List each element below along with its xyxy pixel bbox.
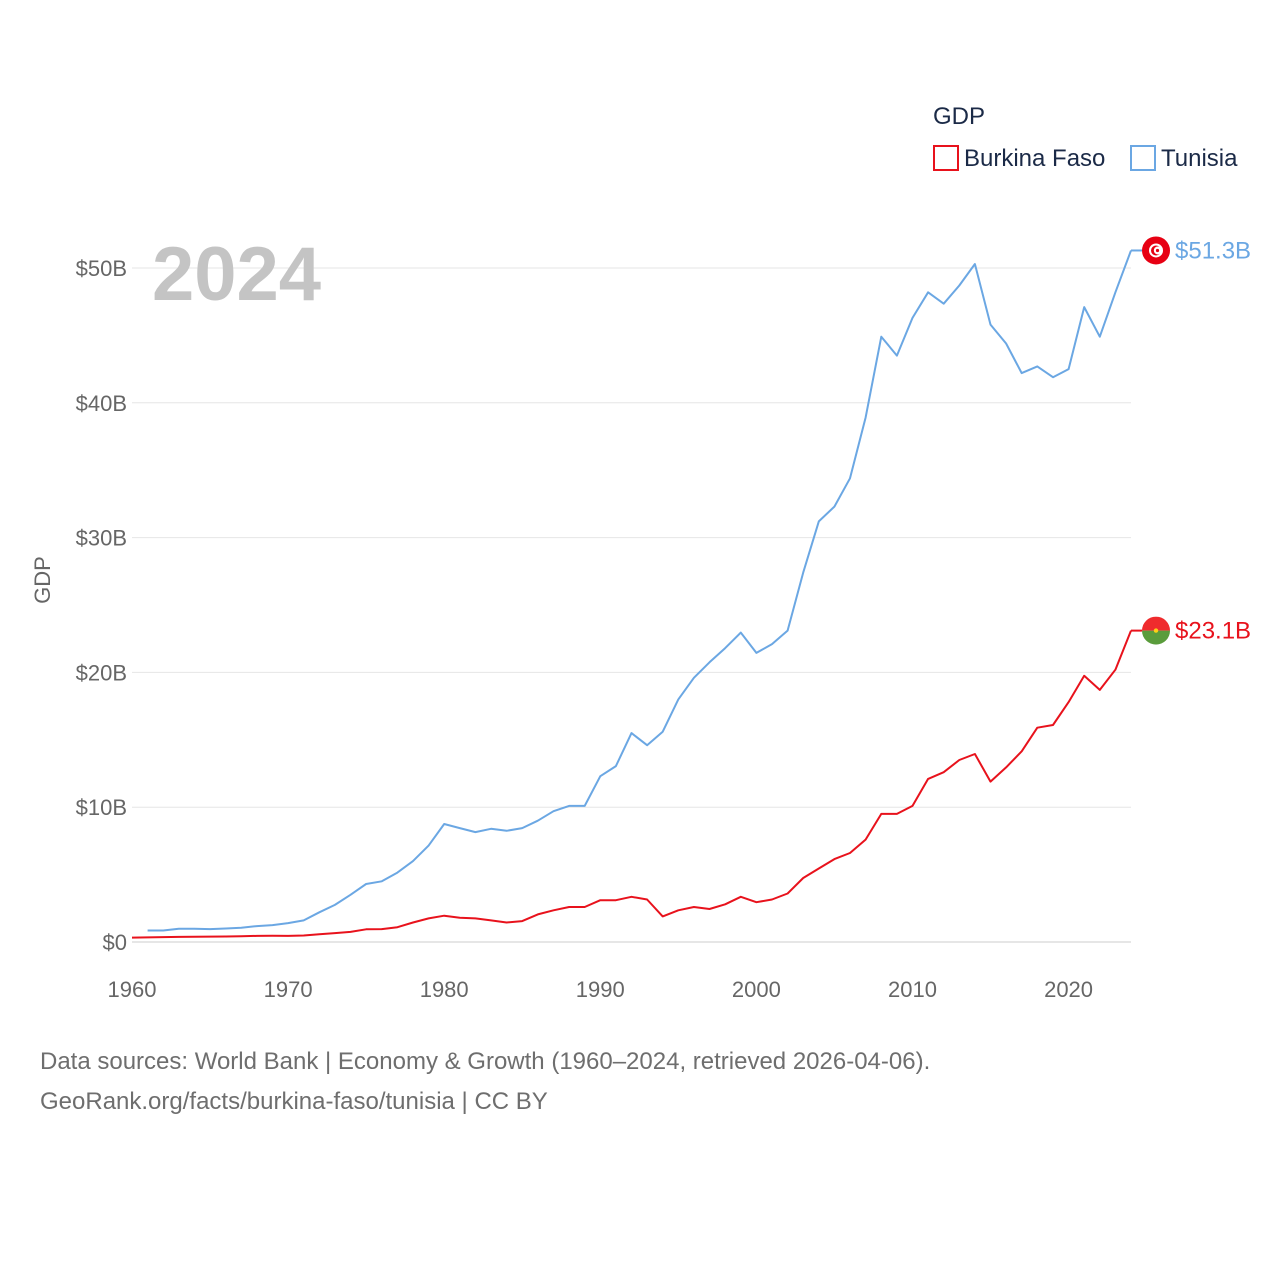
y-tick-label: $50B	[76, 256, 127, 281]
legend-label-tunisia: Tunisia	[1161, 145, 1238, 172]
legend-title: GDP	[933, 103, 985, 130]
end-value-label-burkina-faso: $23.1B	[1175, 618, 1251, 645]
data-source-footer: Data sources: World Bank | Economy & Gro…	[40, 1042, 930, 1122]
x-tick-label: 1980	[420, 977, 469, 1002]
gridlines	[132, 267, 1131, 943]
series-lines	[131, 250, 1132, 939]
source-url-line[interactable]: GeoRank.org/facts/burkina-faso/tunisia |…	[40, 1088, 548, 1115]
burkina-faso-flag-icon	[1142, 616, 1170, 645]
x-axis-ticks: 1960 1970 1980 1990 2000 2010 2020	[108, 977, 1094, 1002]
series-line-burkina-faso	[131, 630, 1132, 939]
gdp-line-chart: $0 $10B $20B $30B $40B $50B 1960 1970 1980 1990 2…	[30, 103, 1251, 1002]
y-tick-label: $40B	[76, 391, 127, 416]
y-tick-label: $20B	[76, 660, 127, 685]
current-year-label: 2024	[152, 232, 321, 317]
legend-swatch-tunisia	[1130, 145, 1156, 171]
x-tick-label: 2010	[888, 977, 937, 1002]
legend-swatch-burkina-faso	[933, 145, 959, 171]
source-line: Data sources: World Bank | Economy & Gro…	[40, 1048, 931, 1075]
y-tick-label: $10B	[76, 795, 127, 820]
legend-item-burkina-faso[interactable]: Burkina Faso	[933, 145, 1105, 172]
x-tick-label: 1990	[576, 977, 625, 1002]
legend-item-tunisia[interactable]: Tunisia	[1130, 145, 1238, 172]
y-tick-label: $0	[103, 930, 127, 955]
y-axis-ticks: $0 $10B $20B $30B $40B $50B	[76, 256, 127, 955]
legend: GDP Burkina Faso Tunisia	[933, 103, 1238, 172]
y-tick-label: $30B	[76, 526, 127, 551]
legend-label-burkina-faso: Burkina Faso	[964, 145, 1105, 172]
end-markers: $23.1B $51.3B	[1131, 236, 1251, 645]
series-line-tunisia	[147, 250, 1132, 932]
x-tick-label: 2000	[732, 977, 781, 1002]
tunisia-flag-icon	[1142, 236, 1170, 265]
x-tick-label: 1970	[264, 977, 313, 1002]
x-tick-label: 2020	[1044, 977, 1093, 1002]
x-tick-label: 1960	[108, 977, 157, 1002]
end-value-label-tunisia: $51.3B	[1175, 237, 1251, 264]
y-axis-title: GDP	[30, 556, 55, 604]
